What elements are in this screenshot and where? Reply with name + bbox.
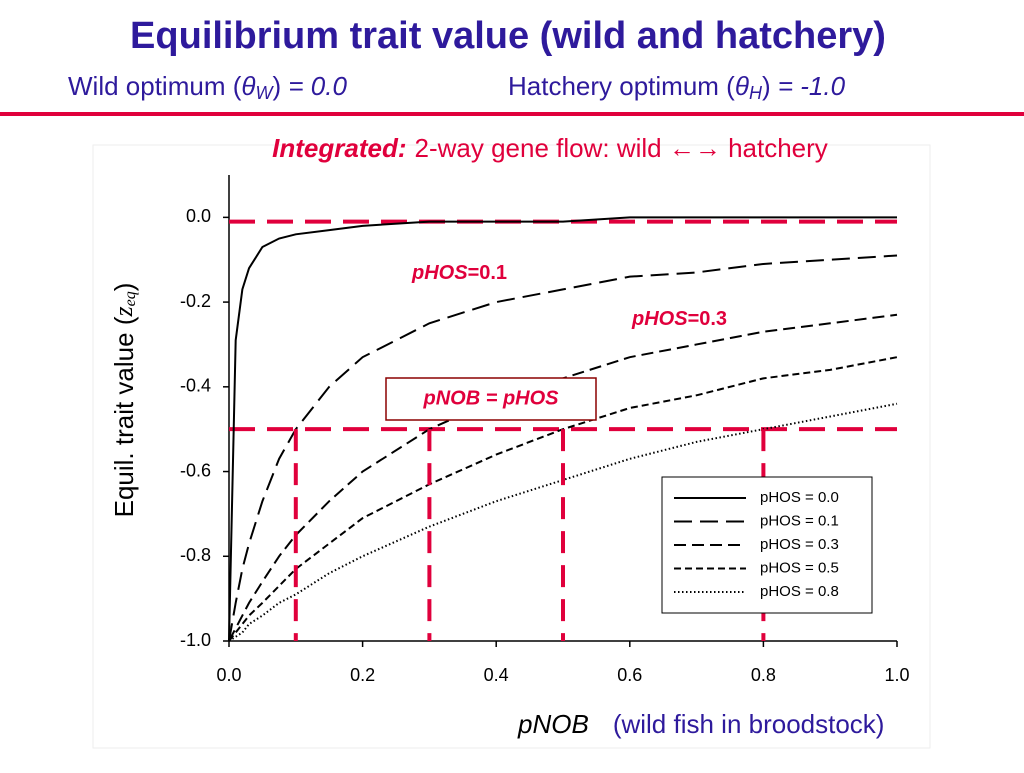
text: eq <box>122 291 139 306</box>
y-axis-label: Equil. trait value (zeq) <box>109 283 139 518</box>
x-tick-label: 0.0 <box>216 665 241 685</box>
text: pHOS <box>631 308 688 330</box>
x-tick-label: 0.8 <box>751 665 776 685</box>
box-label: pNOB = pHOS <box>422 387 559 409</box>
legend-label: pHOS = 0.1 <box>760 512 839 529</box>
text: z <box>109 306 138 317</box>
text: =0.3 <box>688 308 727 330</box>
text: = -1.0 <box>771 71 846 101</box>
y-tick-label: -0.8 <box>180 545 211 565</box>
text: ) <box>109 283 139 292</box>
text: θ <box>241 71 255 101</box>
text: W <box>255 83 274 103</box>
y-tick-label: 0.0 <box>186 206 211 226</box>
legend-label: pHOS = 0.0 <box>760 489 839 506</box>
y-tick-label: -1.0 <box>180 630 211 650</box>
x-axis-label: pNOB (wild fish in broodstock) <box>517 709 884 739</box>
x-tick-label: 1.0 <box>884 665 909 685</box>
legend-label: pHOS = 0.5 <box>760 559 839 576</box>
text: H <box>749 83 763 103</box>
text: Wild optimum ( <box>68 71 242 101</box>
y-tick-label: -0.4 <box>180 376 211 396</box>
text: (wild fish in broodstock) <box>613 709 885 739</box>
chart-subtitle: Integrated: 2-way gene flow: wild ←→ hatc… <box>272 133 828 163</box>
y-tick-label: -0.2 <box>180 291 211 311</box>
label-box <box>385 377 597 421</box>
series-line <box>228 313 898 642</box>
text: pHOS <box>411 262 468 284</box>
y-tick-label: -0.6 <box>180 460 211 480</box>
annotation: pHOS=0.3 <box>631 308 727 330</box>
plot-panel <box>92 144 931 749</box>
text: = 0.0 <box>281 71 347 101</box>
x-tick-label: 0.2 <box>350 665 375 685</box>
x-tick-label: 0.4 <box>484 665 509 685</box>
legend-label: pHOS = 0.3 <box>760 536 839 553</box>
slide-title: Equilibrium trait value (wild and hatche… <box>130 15 886 57</box>
text: Hatchery optimum ( <box>508 71 735 101</box>
text: 2-way gene flow: wild ←→ hatchery <box>415 133 828 163</box>
text: =0.1 <box>468 262 507 284</box>
legend-label: pHOS = 0.8 <box>760 583 839 600</box>
annotation: pHOS=0.1 <box>411 262 507 284</box>
subtitle-right: Hatchery optimum (θH) = -1.0 <box>508 71 846 103</box>
text: Integrated: <box>272 133 406 163</box>
text: pNOB <box>517 709 589 739</box>
subtitle-left: Wild optimum (θW) = 0.0 <box>68 71 347 103</box>
series-line <box>228 356 898 642</box>
text: Equil. trait value ( <box>109 316 139 517</box>
text: θ <box>735 71 749 101</box>
text: ) <box>762 71 771 101</box>
text: ) <box>272 71 281 101</box>
series-line <box>228 254 898 642</box>
series-line <box>228 216 897 642</box>
x-tick-label: 0.6 <box>617 665 642 685</box>
